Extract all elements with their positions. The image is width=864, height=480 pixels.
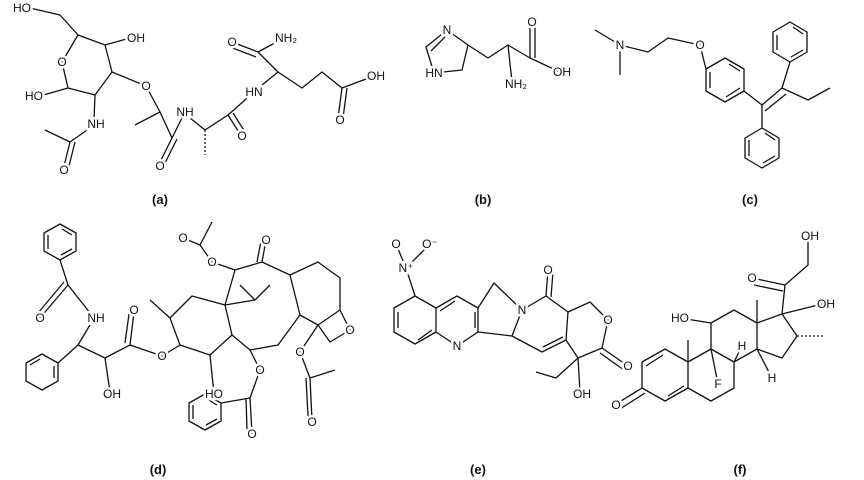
atom-label: O <box>178 231 187 245</box>
atom-label: NH <box>87 117 104 131</box>
panel-label: (d) <box>150 462 167 477</box>
bond <box>425 22 561 83</box>
atom-label: O <box>307 415 316 429</box>
panel-label: (b) <box>475 192 492 207</box>
bond <box>393 243 629 393</box>
molecule-d: O NH OH O O O O O O HO O O O O (d) <box>25 221 357 477</box>
atom-label: N <box>518 303 527 317</box>
atom-label: O <box>157 349 166 363</box>
atom-label: OH <box>103 387 121 401</box>
bond <box>29 7 375 167</box>
atom-label: O <box>155 159 164 173</box>
bond <box>25 221 351 435</box>
atom-label: O <box>335 113 344 127</box>
atom-label: O <box>611 398 620 412</box>
atom-label: O <box>57 55 66 69</box>
panel-label: (f) <box>734 462 747 477</box>
panel-label: (c) <box>742 192 758 207</box>
atom-label: O <box>695 38 704 52</box>
atom-label: NH₂ <box>505 77 527 91</box>
atom-label: O⁻ <box>422 237 438 251</box>
atom-label: OH <box>573 387 591 401</box>
atom-label: HO <box>13 1 31 15</box>
atom-label: O <box>255 363 264 377</box>
atom-label: O <box>247 427 256 441</box>
atom-label: HO <box>205 387 223 401</box>
atom-label: O <box>35 311 44 325</box>
atom-label: O <box>345 323 354 337</box>
atom-label: HN <box>425 66 442 80</box>
atom-label: OH <box>801 229 819 243</box>
atom-label: HO <box>25 89 43 103</box>
atom-label: O <box>295 345 304 359</box>
atom-label: OH <box>817 297 835 311</box>
panel-label: (e) <box>470 462 486 477</box>
atom-label: HO <box>671 311 689 325</box>
atom-label: O <box>747 271 756 285</box>
atom-label: O <box>237 129 246 143</box>
atom-label: N⁺ <box>399 261 414 275</box>
atom-label: H <box>768 371 777 385</box>
atom-label: O <box>391 237 400 251</box>
atom-label: O <box>623 359 632 373</box>
atom-label: O <box>207 255 216 269</box>
atom-label: H <box>738 339 747 353</box>
atom-label: OH <box>127 31 145 45</box>
atom-label: O <box>141 79 150 93</box>
molecule-f: OH O OH HO O F H H (f) <box>609 227 838 478</box>
atom-label: N <box>453 339 462 353</box>
atom-label: HN <box>245 85 262 99</box>
atom-label: NH₂ <box>275 31 297 45</box>
bond <box>615 236 823 410</box>
atom-label: F <box>714 377 721 391</box>
molecule-c: N O (c) <box>594 21 831 207</box>
bond <box>594 21 831 169</box>
atom-label: N <box>616 38 625 52</box>
atom-label: OH <box>367 69 385 83</box>
panel-label: (a) <box>152 192 168 207</box>
atom-label: O <box>227 35 236 49</box>
atom-label: O <box>527 15 536 29</box>
molecule-b: N HN O OH NH₂ (b) <box>423 13 574 208</box>
atom-label: O <box>129 303 138 317</box>
atom-label: NH <box>176 105 193 119</box>
atom-label: O <box>261 233 270 247</box>
atom-label: O <box>603 313 612 327</box>
atom-label: O <box>59 163 68 177</box>
atom-label: O <box>543 263 552 277</box>
atom-label: N <box>443 23 452 37</box>
molecule-a: HO OH O HO O NH O O NH O HN O NH₂ O OH (… <box>11 0 388 207</box>
atom-label: OH <box>553 65 571 79</box>
atom-label: NH <box>87 311 104 325</box>
molecule-e: O N⁺ O⁻ N N O O O OH (e) <box>389 235 635 478</box>
